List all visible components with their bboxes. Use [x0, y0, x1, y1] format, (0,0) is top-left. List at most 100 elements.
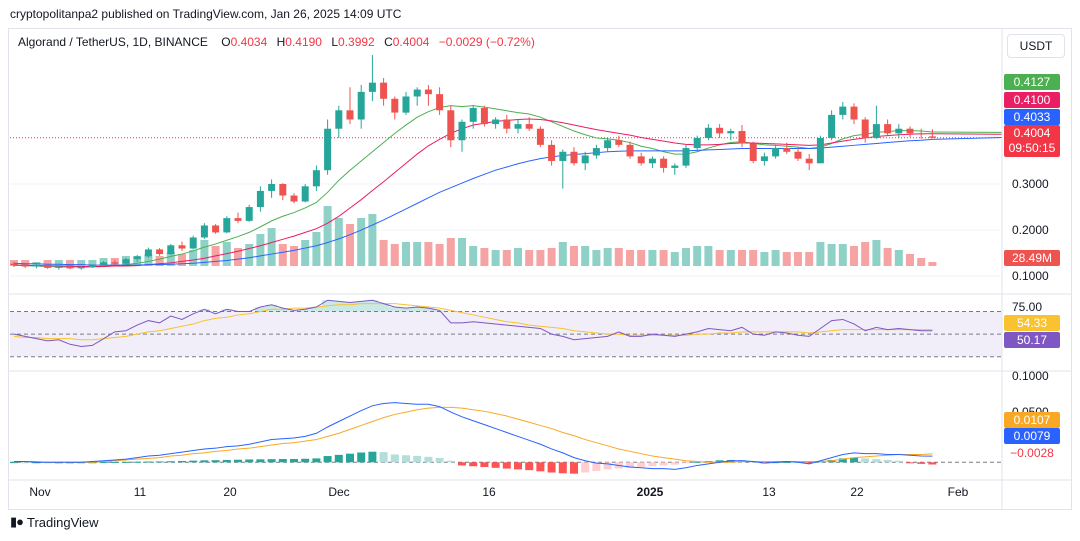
macd-histogram-bar [402, 455, 410, 463]
candle-body [816, 137, 824, 164]
volume-bar [771, 250, 780, 266]
candle-body [234, 218, 242, 221]
candle-body [144, 249, 152, 257]
volume-label: 28.49M [1012, 251, 1052, 265]
volume-bar [637, 250, 646, 266]
candle-body [290, 195, 298, 202]
candle-body [536, 128, 544, 145]
volume-bar [312, 232, 321, 266]
volume-bar [480, 248, 489, 266]
macd-histogram-bar [346, 453, 354, 463]
volume-bar [760, 252, 769, 266]
candle-body [189, 237, 197, 249]
time-tick-label: 11 [134, 485, 147, 499]
macd-histogram-bar [838, 458, 847, 463]
price-tick-label: 0.3000 [1012, 177, 1049, 191]
volume-bar [88, 260, 97, 266]
candle-body [44, 265, 52, 268]
candle-body [66, 266, 74, 269]
volume-bar [334, 218, 343, 266]
macd-histogram-bar [110, 461, 119, 463]
candle-body [312, 170, 320, 187]
volume-bar [928, 262, 937, 266]
candle-body [772, 148, 780, 157]
rsi-overbought-fill [254, 307, 266, 312]
macd-histogram-bar [536, 462, 545, 472]
candle-body [839, 106, 847, 115]
volume-bar [782, 252, 791, 266]
rsi-overbought-fill [288, 310, 300, 312]
volume-bar [390, 244, 399, 266]
close-value: 0.4004 [392, 35, 430, 49]
candle-body [895, 128, 903, 134]
volume-bar [368, 214, 377, 266]
candle-body [480, 107, 488, 125]
footer-brand[interactable]: ▮● TradingView [10, 514, 99, 530]
volume-bar [592, 250, 601, 266]
candle-body [178, 245, 186, 249]
volume-bar [704, 246, 713, 266]
volume-bar [402, 242, 410, 266]
macd-histogram-bar [928, 462, 937, 465]
macd-histogram-bar [256, 459, 265, 463]
ma-fast-price-label: 0.4127 [1014, 75, 1051, 89]
candle-body [637, 156, 645, 164]
volume-bar [491, 250, 500, 266]
symbol-title[interactable]: Algorand / TetherUS, 1D, BINANCE [18, 35, 208, 49]
volume-bar [357, 218, 366, 266]
macd-histogram-bar [122, 461, 130, 463]
time-tick-label: 20 [223, 485, 237, 499]
rsi-ma-label-bg [1004, 315, 1060, 331]
volume-bar [66, 260, 74, 266]
macd-histogram-bar [435, 457, 444, 463]
volume-bar [189, 250, 198, 266]
time-tick-label: 13 [762, 485, 776, 499]
volume-bar [379, 240, 388, 266]
candle-body [738, 131, 746, 144]
macd-histogram-bar [872, 459, 881, 463]
countdown-label: 09:50:15 [1009, 141, 1056, 155]
ma-mid-price-label: 0.4100 [1014, 93, 1051, 107]
currency-button[interactable]: USDT [1007, 34, 1065, 58]
high-value: 0.4190 [285, 35, 322, 49]
rsi-overbought-fill [221, 309, 233, 312]
candle-body [402, 96, 410, 113]
macd-histogram-bar [626, 462, 634, 468]
volume-bar [178, 254, 186, 266]
price-tick-label: 0.2000 [1012, 223, 1049, 237]
macd-histogram-bar [491, 462, 500, 468]
volume-bar [906, 254, 914, 266]
candle-body [122, 259, 130, 264]
candle-body [413, 89, 421, 97]
rsi-overbought-fill [378, 303, 390, 312]
macd-histogram-bar [21, 462, 30, 464]
candle-body [581, 155, 589, 164]
volume-bar [659, 250, 668, 266]
volume-bar [850, 246, 858, 266]
low-label: L [331, 35, 339, 49]
rsi-overbought-fill [411, 307, 423, 312]
price-tick-label: 0.1000 [1012, 269, 1049, 283]
high-label: H [276, 35, 286, 49]
candle-body [872, 124, 880, 138]
candle-body [671, 165, 679, 168]
time-tick-label: Nov [29, 485, 50, 499]
volume-bar [894, 250, 903, 266]
candle-body [928, 136, 936, 138]
volume-bar [77, 260, 86, 266]
macd-signal-line [14, 406, 933, 463]
candle-body [660, 158, 668, 168]
rsi-overbought-fill [366, 300, 378, 312]
macd-histogram-bar [99, 462, 108, 464]
candle-body [548, 144, 556, 161]
candle-body [458, 121, 466, 141]
candle-body [21, 265, 29, 267]
macd-histogram-bar [704, 461, 713, 463]
macd-histogram-bar [312, 458, 321, 463]
macd-histogram-bar [458, 462, 466, 466]
macd-histogram-bar [133, 461, 142, 463]
macd-histogram-bar [581, 462, 590, 473]
candle-body [100, 262, 108, 266]
candle-body [111, 262, 119, 264]
